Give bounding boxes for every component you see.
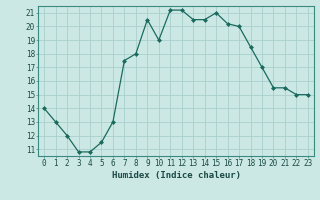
X-axis label: Humidex (Indice chaleur): Humidex (Indice chaleur) bbox=[111, 171, 241, 180]
